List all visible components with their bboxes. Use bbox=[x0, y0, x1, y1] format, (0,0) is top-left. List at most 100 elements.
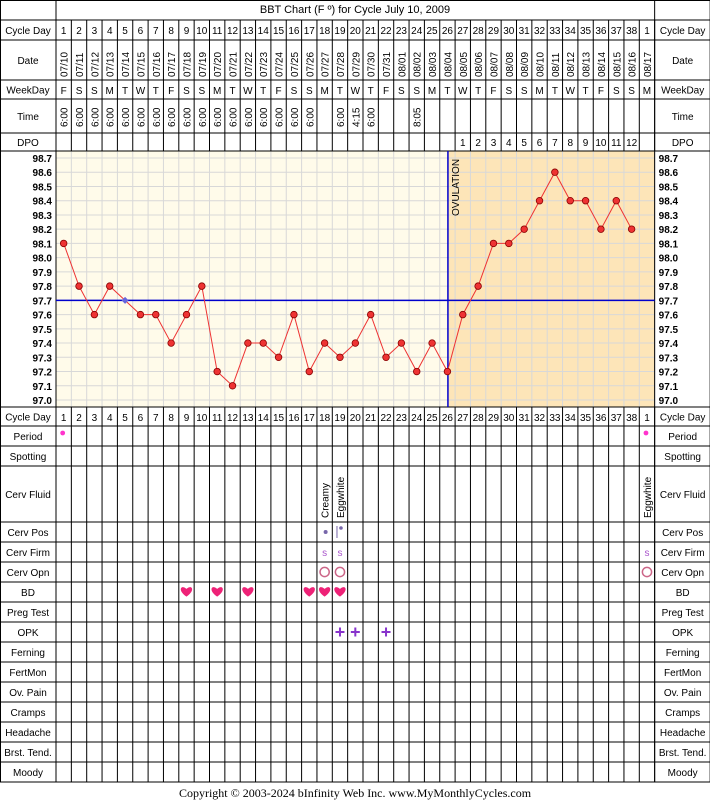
y-tick-label-right: 97.5 bbox=[659, 325, 679, 336]
cycle-day-cell: 17 bbox=[304, 26, 316, 37]
time-cell: 6:00 bbox=[106, 107, 117, 127]
time-cell: 6:00 bbox=[182, 107, 193, 127]
time-cell: 6:00 bbox=[367, 107, 378, 127]
date-cell: 08/14 bbox=[597, 52, 608, 77]
date-cell: 08/02 bbox=[413, 52, 424, 77]
cycle-day-cell-bottom: 12 bbox=[227, 413, 239, 424]
temperature-point bbox=[320, 339, 329, 347]
cycle-day-cell: 26 bbox=[442, 26, 454, 37]
time-cell: 6:00 bbox=[275, 107, 286, 127]
y-tick-label-left: 97.9 bbox=[33, 268, 53, 279]
cycle-day-cell-bottom: 34 bbox=[565, 413, 577, 424]
date-cell: 07/20 bbox=[213, 52, 224, 77]
temperature-point bbox=[152, 310, 160, 319]
row-label-cerv_fluid: Cerv Fluid bbox=[5, 490, 51, 501]
date-cell: 08/07 bbox=[489, 52, 500, 77]
cycle-day-cell-bottom: 2 bbox=[76, 413, 82, 424]
weekday-cell: S bbox=[398, 86, 405, 97]
time-cell: 6:00 bbox=[60, 107, 71, 127]
date-cell: 08/16 bbox=[628, 52, 639, 77]
row-label-spotting: Spotting bbox=[10, 452, 47, 463]
post-ovulation-zone bbox=[447, 151, 655, 407]
date-cell: 08/15 bbox=[612, 52, 623, 77]
cycle-day-cell: 33 bbox=[549, 26, 561, 37]
row-label-right-date: Date bbox=[672, 56, 694, 67]
temperature-point bbox=[244, 339, 252, 347]
weekday-cell: S bbox=[628, 86, 635, 97]
weekday-cell: S bbox=[505, 86, 512, 97]
row-label-right-period: Period bbox=[668, 432, 697, 443]
dpo-cell: 5 bbox=[521, 138, 527, 149]
row-label-ov_pain: Ov. Pain bbox=[9, 688, 47, 699]
cycle-day-cell: 7 bbox=[153, 26, 159, 37]
cycle-day-cell-bottom: 26 bbox=[442, 413, 454, 424]
y-tick-label-right: 97.0 bbox=[659, 396, 679, 407]
cycle-day-cell-bottom: 7 bbox=[153, 413, 159, 424]
cycle-day-cell-bottom: 1 bbox=[644, 413, 650, 424]
y-tick-label-right: 98.3 bbox=[659, 211, 679, 222]
y-tick-label-left: 97.0 bbox=[33, 396, 53, 407]
y-tick-label-left: 97.5 bbox=[33, 325, 53, 336]
temperature-point bbox=[305, 367, 313, 376]
row-label-period: Period bbox=[14, 432, 43, 443]
cycle-day-cell-bottom: 33 bbox=[549, 413, 561, 424]
temperature-point bbox=[474, 282, 482, 290]
weekday-cell: W bbox=[565, 86, 575, 97]
cycle-day-cell: 23 bbox=[396, 26, 408, 37]
temperature-point bbox=[182, 310, 191, 319]
weekday-cell: S bbox=[613, 86, 620, 97]
cycle-day-cell: 18 bbox=[319, 26, 331, 37]
temperature-point bbox=[90, 310, 99, 319]
weekday-cell: S bbox=[413, 86, 420, 97]
dpo-cell: 3 bbox=[491, 138, 497, 149]
weekday-cell: T bbox=[444, 86, 450, 97]
cycle-day-cell: 37 bbox=[611, 26, 623, 37]
temperature-point bbox=[213, 367, 221, 376]
cerv-opening-marker bbox=[334, 566, 346, 578]
cycle-day-cell: 36 bbox=[595, 26, 607, 37]
cycle-day-cell: 28 bbox=[473, 26, 485, 37]
weekday-cell: S bbox=[521, 86, 528, 97]
row-label-right-opk: OPK bbox=[672, 628, 693, 639]
y-tick-label-right: 97.7 bbox=[659, 296, 679, 307]
dpo-cell: 2 bbox=[475, 138, 481, 149]
date-cell: 07/14 bbox=[121, 52, 132, 77]
weekday-cell: S bbox=[76, 86, 83, 97]
cycle-day-cell-bottom: 20 bbox=[350, 413, 362, 424]
date-cell: 08/10 bbox=[536, 52, 547, 77]
row-label-right-cerv_firm: Cerv Firm bbox=[661, 548, 705, 559]
y-tick-label-left: 98.1 bbox=[33, 239, 53, 250]
temperature-point bbox=[259, 339, 267, 347]
weekday-cell: M bbox=[643, 86, 651, 97]
weekday-cell: W bbox=[458, 86, 468, 97]
cycle-day-cell-bottom: 21 bbox=[365, 413, 377, 424]
time-cell: 6:00 bbox=[244, 107, 255, 127]
cerv-fluid-label: Creamy bbox=[321, 483, 332, 518]
date-cell: 07/29 bbox=[351, 52, 362, 77]
temperature-point bbox=[75, 282, 83, 290]
cycle-day-cell: 22 bbox=[380, 26, 392, 37]
cerv-opening-marker bbox=[641, 566, 653, 578]
temperature-point bbox=[443, 367, 452, 376]
y-tick-label-left: 97.7 bbox=[33, 296, 53, 307]
weekday-cell: T bbox=[475, 86, 481, 97]
date-cell: 08/12 bbox=[566, 52, 577, 77]
temperature-point bbox=[505, 239, 513, 248]
row-label-bd: BD bbox=[21, 588, 35, 599]
weekday-cell: T bbox=[583, 86, 589, 97]
cycle-day-cell-bottom: 13 bbox=[242, 413, 254, 424]
cerv-opening-marker bbox=[319, 566, 330, 578]
y-tick-label-left: 97.2 bbox=[33, 368, 53, 379]
row-label-headache: Headache bbox=[5, 728, 51, 739]
cycle-day-cell-bottom: 30 bbox=[503, 413, 515, 424]
row-label-cerv_pos: Cerv Pos bbox=[7, 528, 48, 539]
cycle-day-cell-bottom: 36 bbox=[595, 413, 607, 424]
cycle-day-cell-bottom: 19 bbox=[334, 413, 346, 424]
temperature-point bbox=[228, 382, 237, 390]
temperature-point bbox=[198, 282, 206, 290]
cycle-day-cell-bottom: 37 bbox=[611, 413, 623, 424]
y-tick-label-left: 98.7 bbox=[33, 154, 53, 165]
copyright-footer: Copyright © 2003-2024 bInfinity Web Inc.… bbox=[179, 786, 532, 800]
y-tick-label-right: 97.1 bbox=[659, 382, 679, 393]
time-cell: 6:00 bbox=[336, 107, 347, 127]
